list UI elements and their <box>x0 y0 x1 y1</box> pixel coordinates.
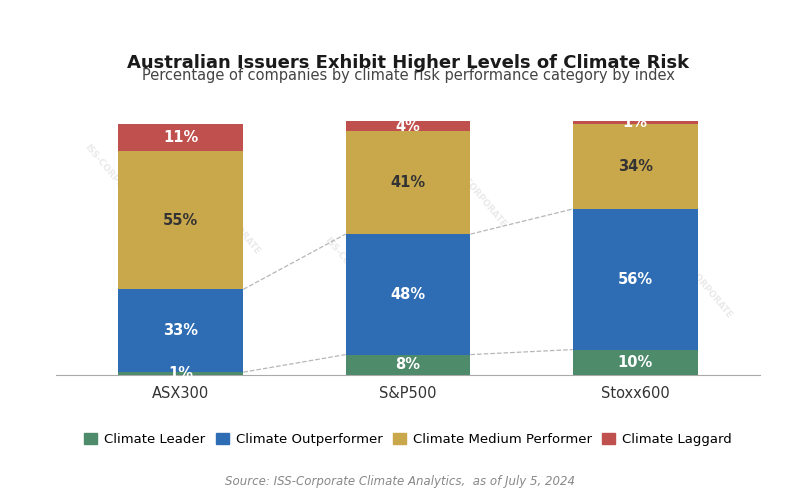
Text: 56%: 56% <box>618 272 653 287</box>
Text: ISS-CORPORATE: ISS-CORPORATE <box>322 236 381 304</box>
Text: 8%: 8% <box>395 357 421 372</box>
Text: 55%: 55% <box>163 213 198 228</box>
Bar <box>573 209 698 350</box>
Text: 48%: 48% <box>390 287 426 302</box>
Text: 33%: 33% <box>163 323 198 338</box>
Text: ISS-CORPORATE: ISS-CORPORATE <box>202 189 262 257</box>
Text: 1%: 1% <box>169 366 194 381</box>
Text: 41%: 41% <box>390 175 426 190</box>
Legend: Climate Leader, Climate Outperformer, Climate Medium Performer, Climate Laggard: Climate Leader, Climate Outperformer, Cl… <box>79 427 737 451</box>
Bar <box>573 124 698 209</box>
Bar <box>346 234 470 354</box>
Bar <box>118 372 243 375</box>
Text: ISS-CORPORATE: ISS-CORPORATE <box>449 161 508 229</box>
Bar <box>118 124 243 151</box>
Bar <box>573 121 698 124</box>
Text: 10%: 10% <box>618 354 653 370</box>
Bar <box>346 131 470 234</box>
Bar <box>118 289 243 372</box>
Text: 4%: 4% <box>395 119 421 134</box>
Text: 1%: 1% <box>622 115 647 130</box>
Text: Percentage of companies by climate risk performance category by index: Percentage of companies by climate risk … <box>142 69 674 83</box>
Bar <box>346 121 470 131</box>
Text: Source: ISS-Corporate Climate Analytics,  as of July 5, 2024: Source: ISS-Corporate Climate Analytics,… <box>225 475 575 488</box>
Bar <box>346 354 470 375</box>
Text: 11%: 11% <box>163 130 198 145</box>
Bar <box>573 350 698 375</box>
Title: Australian Issuers Exhibit Higher Levels of Climate Risk: Australian Issuers Exhibit Higher Levels… <box>127 54 689 72</box>
Text: ISS-CORPORATE: ISS-CORPORATE <box>83 142 142 210</box>
Text: 34%: 34% <box>618 159 653 174</box>
Text: ISS-CORPORATE: ISS-CORPORATE <box>576 203 634 271</box>
Text: ISS-CORPORATE: ISS-CORPORATE <box>674 252 733 320</box>
Bar <box>118 151 243 289</box>
